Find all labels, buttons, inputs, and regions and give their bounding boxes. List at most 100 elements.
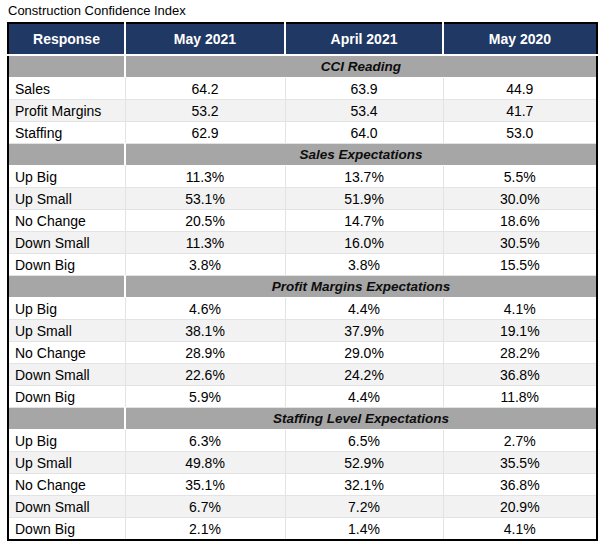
row-value: 35.1% [125, 474, 285, 496]
row-label: Down Small [8, 232, 125, 254]
row-value: 7.2% [285, 496, 443, 518]
row-value: 11.3% [125, 232, 285, 254]
row-value: 32.1% [285, 474, 443, 496]
table-row: Down Big3.8%3.8%15.5% [8, 254, 597, 276]
row-value: 2.7% [443, 430, 597, 452]
row-value: 53.1% [125, 188, 285, 210]
row-value: 35.5% [443, 452, 597, 474]
row-value: 30.0% [443, 188, 597, 210]
row-value: 64.0 [285, 122, 443, 144]
row-value: 36.8% [443, 474, 597, 496]
page: Construction Confidence Index Response M… [0, 3, 600, 544]
row-value: 19.1% [443, 320, 597, 342]
section-header-row: Staffing Level Expectations [8, 408, 597, 430]
row-value: 13.7% [285, 166, 443, 188]
row-value: 37.9% [285, 320, 443, 342]
row-label: Down Big [8, 254, 125, 276]
row-value: 4.1% [443, 298, 597, 320]
section-header-row: Profit Margins Expectations [8, 276, 597, 298]
section-header-spacer [8, 55, 125, 78]
row-label: Staffing [8, 122, 125, 144]
column-header-response: Response [8, 23, 125, 55]
section-header-spacer [8, 276, 125, 298]
section-header-label: CCI Reading [125, 55, 597, 78]
row-label: Up Big [8, 166, 125, 188]
page-title: Construction Confidence Index [8, 3, 600, 18]
row-value: 51.9% [285, 188, 443, 210]
table-row: Up Big4.6%4.4%4.1% [8, 298, 597, 320]
table-row: No Change20.5%14.7%18.6% [8, 210, 597, 232]
section-header-label: Profit Margins Expectations [125, 276, 597, 298]
row-value: 6.3% [125, 430, 285, 452]
table-row: Up Small53.1%51.9%30.0% [8, 188, 597, 210]
row-value: 20.9% [443, 496, 597, 518]
row-label: Up Small [8, 452, 125, 474]
table-row: Sales64.263.944.9 [8, 78, 597, 100]
row-label: Up Big [8, 430, 125, 452]
section-header-row: CCI Reading [8, 55, 597, 78]
row-value: 28.9% [125, 342, 285, 364]
table-row: Staffing62.964.053.0 [8, 122, 597, 144]
section-header-label: Sales Expectations [125, 144, 597, 166]
row-value: 29.0% [285, 342, 443, 364]
row-value: 24.2% [285, 364, 443, 386]
section-header-spacer [8, 408, 125, 430]
row-value: 4.6% [125, 298, 285, 320]
row-value: 63.9 [285, 78, 443, 100]
table-row: Down Small11.3%16.0%30.5% [8, 232, 597, 254]
table-body: CCI ReadingSales64.263.944.9Profit Margi… [8, 55, 597, 540]
row-value: 11.8% [443, 386, 597, 408]
row-value: 2.1% [125, 518, 285, 541]
row-value: 18.6% [443, 210, 597, 232]
row-value: 30.5% [443, 232, 597, 254]
row-value: 15.5% [443, 254, 597, 276]
row-label: Down Small [8, 364, 125, 386]
row-value: 3.8% [285, 254, 443, 276]
table-row: Down Small22.6%24.2%36.8% [8, 364, 597, 386]
row-value: 11.3% [125, 166, 285, 188]
table-row: Down Big2.1%1.4%4.1% [8, 518, 597, 541]
row-label: Profit Margins [8, 100, 125, 122]
section-header-row: Sales Expectations [8, 144, 597, 166]
row-value: 14.7% [285, 210, 443, 232]
table-row: Down Small6.7%7.2%20.9% [8, 496, 597, 518]
section-header-spacer [8, 144, 125, 166]
row-value: 6.7% [125, 496, 285, 518]
row-value: 16.0% [285, 232, 443, 254]
row-value: 3.8% [125, 254, 285, 276]
row-value: 5.9% [125, 386, 285, 408]
row-label: No Change [8, 474, 125, 496]
row-value: 36.8% [443, 364, 597, 386]
row-label: Down Big [8, 386, 125, 408]
row-value: 53.0 [443, 122, 597, 144]
cci-table: Response May 2021 April 2021 May 2020 CC… [7, 22, 598, 541]
row-value: 62.9 [125, 122, 285, 144]
row-value: 4.1% [443, 518, 597, 541]
row-label: Down Small [8, 496, 125, 518]
table-row: Up Small38.1%37.9%19.1% [8, 320, 597, 342]
row-value: 5.5% [443, 166, 597, 188]
row-label: Down Big [8, 518, 125, 541]
row-value: 22.6% [125, 364, 285, 386]
table-row: Down Big5.9%4.4%11.8% [8, 386, 597, 408]
section-header-label: Staffing Level Expectations [125, 408, 597, 430]
row-label: No Change [8, 342, 125, 364]
row-value: 44.9 [443, 78, 597, 100]
row-value: 1.4% [285, 518, 443, 541]
row-value: 41.7 [443, 100, 597, 122]
table-row: No Change35.1%32.1%36.8% [8, 474, 597, 496]
row-value: 38.1% [125, 320, 285, 342]
row-label: Up Big [8, 298, 125, 320]
table-row: Up Big11.3%13.7%5.5% [8, 166, 597, 188]
row-value: 52.9% [285, 452, 443, 474]
row-value: 28.2% [443, 342, 597, 364]
row-value: 4.4% [285, 298, 443, 320]
table-row: Up Small49.8%52.9%35.5% [8, 452, 597, 474]
row-value: 49.8% [125, 452, 285, 474]
column-header-april-2021: April 2021 [285, 23, 443, 55]
row-value: 20.5% [125, 210, 285, 232]
row-value: 64.2 [125, 78, 285, 100]
table-row: No Change28.9%29.0%28.2% [8, 342, 597, 364]
row-value: 4.4% [285, 386, 443, 408]
row-label: Up Small [8, 188, 125, 210]
